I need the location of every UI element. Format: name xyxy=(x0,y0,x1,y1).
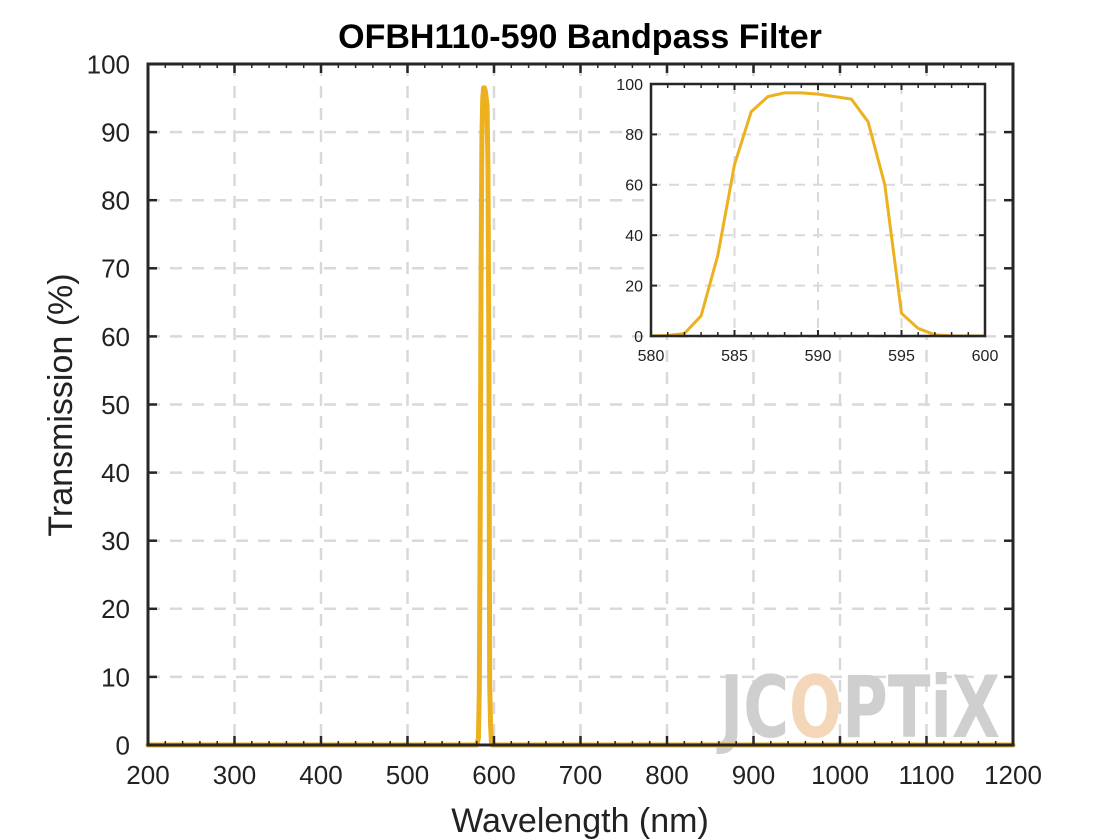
y-tick-label: 60 xyxy=(101,322,130,352)
inset-y-ticks: 0 20 40 60 80 100 xyxy=(616,77,985,346)
chart-title: OFBH110-590 Bandpass Filter xyxy=(338,18,822,56)
x-tick-label: 700 xyxy=(559,760,602,790)
x-axis-label: Wavelength (nm) xyxy=(451,802,709,840)
x-tick-label: 1100 xyxy=(899,760,955,790)
y-tick-label: 80 xyxy=(625,127,643,144)
x-tick-label: 600 xyxy=(972,348,999,365)
y-axis-label: Transmission (%) xyxy=(42,273,80,536)
y-tick-label: 60 xyxy=(625,178,643,195)
watermark-text: JCOPTiX xyxy=(716,658,1000,758)
main-x-ticks: 200 300 400 500 600 700 800 900 1000 1100 1200 xyxy=(126,64,1042,790)
series-line-1 xyxy=(649,91,987,338)
x-tick-label: 1000 xyxy=(811,760,869,790)
inset-grid xyxy=(651,84,985,336)
y-tick-label: 80 xyxy=(101,186,130,216)
x-tick-label: 580 xyxy=(638,348,665,365)
x-tick-label: 1200 xyxy=(984,760,1042,790)
inset-x-ticks: 580 585 590 595 600 xyxy=(638,84,999,365)
x-tick-label: 900 xyxy=(732,760,775,790)
x-tick-label: 300 xyxy=(213,760,256,790)
y-tick-label: 10 xyxy=(101,662,130,692)
y-tick-label: 50 xyxy=(101,390,130,420)
inset-series xyxy=(649,91,987,338)
y-tick-label: 40 xyxy=(101,458,130,488)
y-tick-label: 100 xyxy=(616,77,643,94)
y-tick-label: 100 xyxy=(87,49,130,79)
y-tick-label: 30 xyxy=(101,526,130,556)
y-tick-label: 90 xyxy=(101,117,130,147)
x-tick-label: 585 xyxy=(721,348,748,365)
y-tick-label: 0 xyxy=(634,329,643,346)
main-y-ticks: 0 10 20 30 40 50 60 70 80 90 100 xyxy=(87,49,1013,760)
y-tick-label: 0 xyxy=(116,730,130,760)
series-line-1 xyxy=(145,85,1016,748)
x-tick-label: 200 xyxy=(126,760,169,790)
x-tick-label: 400 xyxy=(299,760,342,790)
x-tick-label: 500 xyxy=(386,760,429,790)
watermark-part: PTiX xyxy=(842,658,1000,758)
y-tick-label: 70 xyxy=(101,254,130,284)
y-tick-label: 20 xyxy=(625,278,643,295)
x-tick-label: 595 xyxy=(888,348,915,365)
watermark-part: O xyxy=(789,658,842,758)
x-tick-label: 600 xyxy=(472,760,515,790)
watermark-logo: JCOPTiX xyxy=(716,658,1000,758)
x-tick-label: 800 xyxy=(645,760,688,790)
y-tick-label: 20 xyxy=(101,594,130,624)
main-series xyxy=(145,85,1016,748)
x-tick-label: 590 xyxy=(805,348,832,365)
y-tick-label: 40 xyxy=(625,228,643,245)
